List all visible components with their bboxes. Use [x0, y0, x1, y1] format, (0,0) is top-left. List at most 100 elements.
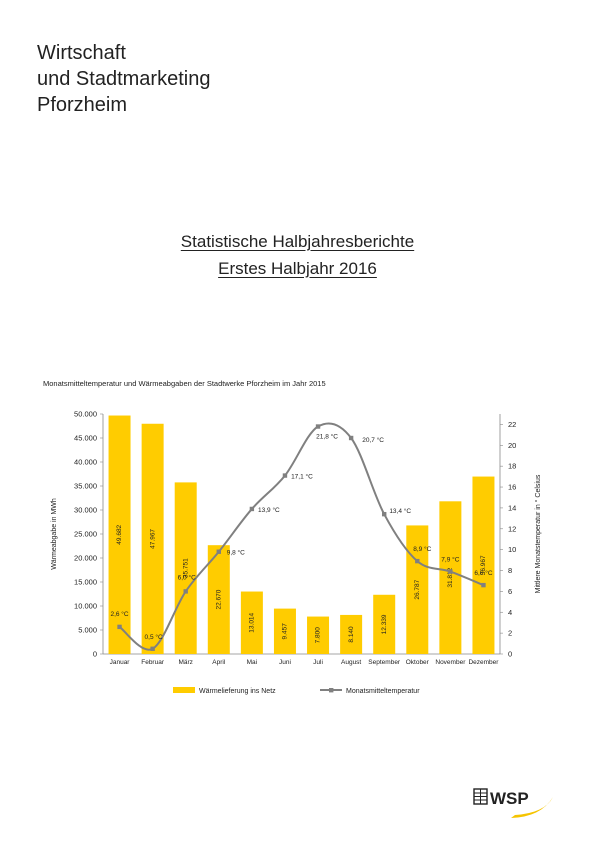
x-tick-label: Januar — [110, 659, 131, 666]
x-tick-label: Juli — [313, 659, 323, 666]
bar — [108, 415, 131, 654]
x-tick-label: September — [368, 659, 401, 666]
y-tick-label-right: 6 — [508, 587, 512, 596]
bar-value-label: 22.670 — [216, 589, 223, 609]
organization-name: Wirtschaft und Stadtmarketing Pforzheim — [37, 40, 210, 118]
bar — [240, 591, 263, 654]
x-tick-label: August — [341, 659, 361, 666]
temperature-marker — [481, 582, 486, 588]
org-line-1: Wirtschaft — [37, 42, 126, 64]
temperature-marker — [117, 624, 122, 630]
temperature-marker — [183, 589, 188, 594]
y-tick-label-right: 12 — [508, 524, 516, 533]
bar — [406, 525, 429, 654]
temperature-value-label: 13,9 °C — [258, 506, 280, 514]
legend-bar-label: Wärmelieferung ins Netz — [199, 688, 276, 695]
y-tick-label-left: 15.000 — [74, 578, 97, 587]
y-tick-label-left: 40.000 — [74, 458, 97, 467]
org-line-3: Pforzheim — [37, 94, 128, 116]
temperature-marker — [150, 646, 155, 651]
x-tick-label: Juni — [279, 659, 291, 666]
bar-value-label: 31.812 — [447, 567, 454, 587]
report-title-line-2: Erstes Halbjahr 2016 — [218, 259, 377, 278]
y-tick-label-left: 50.000 — [74, 410, 97, 419]
bar — [373, 594, 396, 654]
bar — [141, 423, 164, 654]
temperature-value-label: 6,0 °C — [178, 573, 196, 581]
y-tick-label-left: 45.000 — [74, 434, 97, 443]
y-tick-label-right: 20 — [508, 441, 516, 450]
bar-value-label: 49.682 — [116, 524, 123, 544]
logo-swoosh-icon — [511, 797, 553, 818]
temperature-value-label: 21,8 °C — [316, 433, 338, 441]
x-tick-label: Oktober — [406, 659, 430, 666]
legend-line-label: Monatsmitteltemperatur — [346, 688, 420, 695]
bar — [472, 476, 495, 654]
bar — [174, 482, 197, 654]
temperature-value-label: 2,6 °C — [110, 610, 128, 618]
bar-value-label: 9.457 — [282, 623, 289, 640]
report-title: Statistische Halbjahresberichte Erstes H… — [0, 228, 595, 282]
bar-value-label: 26.787 — [414, 579, 421, 599]
bar — [439, 501, 462, 654]
x-tick-label: April — [212, 659, 226, 666]
bar — [207, 545, 230, 654]
y-tick-label-right: 10 — [508, 545, 516, 554]
y-tick-label-left: 0 — [93, 650, 97, 659]
temperature-value-label: 20,7 °C — [362, 436, 384, 444]
x-tick-label: März — [178, 659, 192, 666]
bar — [307, 616, 330, 654]
bar-value-label: 36.967 — [480, 555, 487, 575]
y-tick-label-right: 18 — [508, 462, 516, 471]
bar-value-label: 8.140 — [348, 626, 355, 643]
y-axis-title-left: Wärmeabgabe in MWh — [51, 498, 58, 570]
y-tick-label-right: 2 — [508, 629, 512, 638]
temperature-marker — [415, 558, 420, 564]
temperature-marker — [282, 473, 288, 478]
temperature-value-label: 13,4 °C — [389, 507, 411, 515]
wsp-logo: WSP — [473, 788, 553, 818]
temperature-marker — [216, 549, 221, 554]
y-tick-label-right: 22 — [508, 420, 516, 429]
temperature-value-label: 9,8 °C — [227, 549, 245, 557]
bar-value-label: 35.751 — [182, 558, 189, 578]
y-tick-label-left: 25.000 — [74, 530, 97, 539]
x-tick-label: November — [435, 659, 466, 666]
y-axis-title-right: Mittlere Monatstemperatur in ° Celsius — [534, 474, 542, 593]
report-title-line-1: Statistische Halbjahresberichte — [180, 232, 415, 251]
x-tick-label: Dezember — [468, 659, 499, 666]
y-tick-label-right: 4 — [508, 608, 512, 617]
legend-bar-swatch — [173, 687, 195, 693]
logo-emblem-icon — [473, 788, 488, 805]
bar-value-label: 13.014 — [249, 612, 256, 632]
chart-title: Monatsmitteltemperatur und Wärmeabgaben … — [43, 379, 326, 388]
bar-value-label: 47.967 — [149, 529, 156, 549]
y-tick-label-left: 10.000 — [74, 602, 97, 611]
temperature-marker — [249, 506, 255, 512]
temperature-marker — [382, 511, 387, 517]
temperature-value-label: 6,6 °C — [474, 569, 492, 577]
y-tick-label-right: 14 — [508, 503, 516, 512]
temperature-value-label: 0,5 °C — [145, 633, 163, 641]
x-tick-label: Mai — [247, 659, 257, 666]
bar-value-label: 12.339 — [381, 614, 388, 634]
y-tick-label-left: 35.000 — [74, 482, 97, 491]
temperature-value-label: 8,9 °C — [413, 545, 431, 553]
y-tick-label-left: 5.000 — [78, 626, 97, 635]
bar — [273, 608, 296, 654]
temperature-marker — [315, 424, 321, 429]
y-tick-label-left: 20.000 — [74, 554, 97, 563]
legend-line-marker — [329, 688, 334, 693]
y-tick-label-right: 0 — [508, 650, 512, 659]
bar-value-label: 7.800 — [315, 627, 322, 644]
bar — [340, 614, 363, 654]
temperature-value-label: 7,9 °C — [441, 556, 459, 564]
temperature-line — [118, 422, 484, 651]
logo-text: WSP — [490, 789, 529, 808]
x-tick-label: Februar — [141, 659, 165, 666]
temperature-value-label: 17,1 °C — [291, 473, 313, 481]
temperature-marker — [348, 435, 354, 441]
org-line-2: und Stadtmarketing — [37, 68, 211, 90]
y-tick-label-right: 16 — [508, 483, 516, 492]
